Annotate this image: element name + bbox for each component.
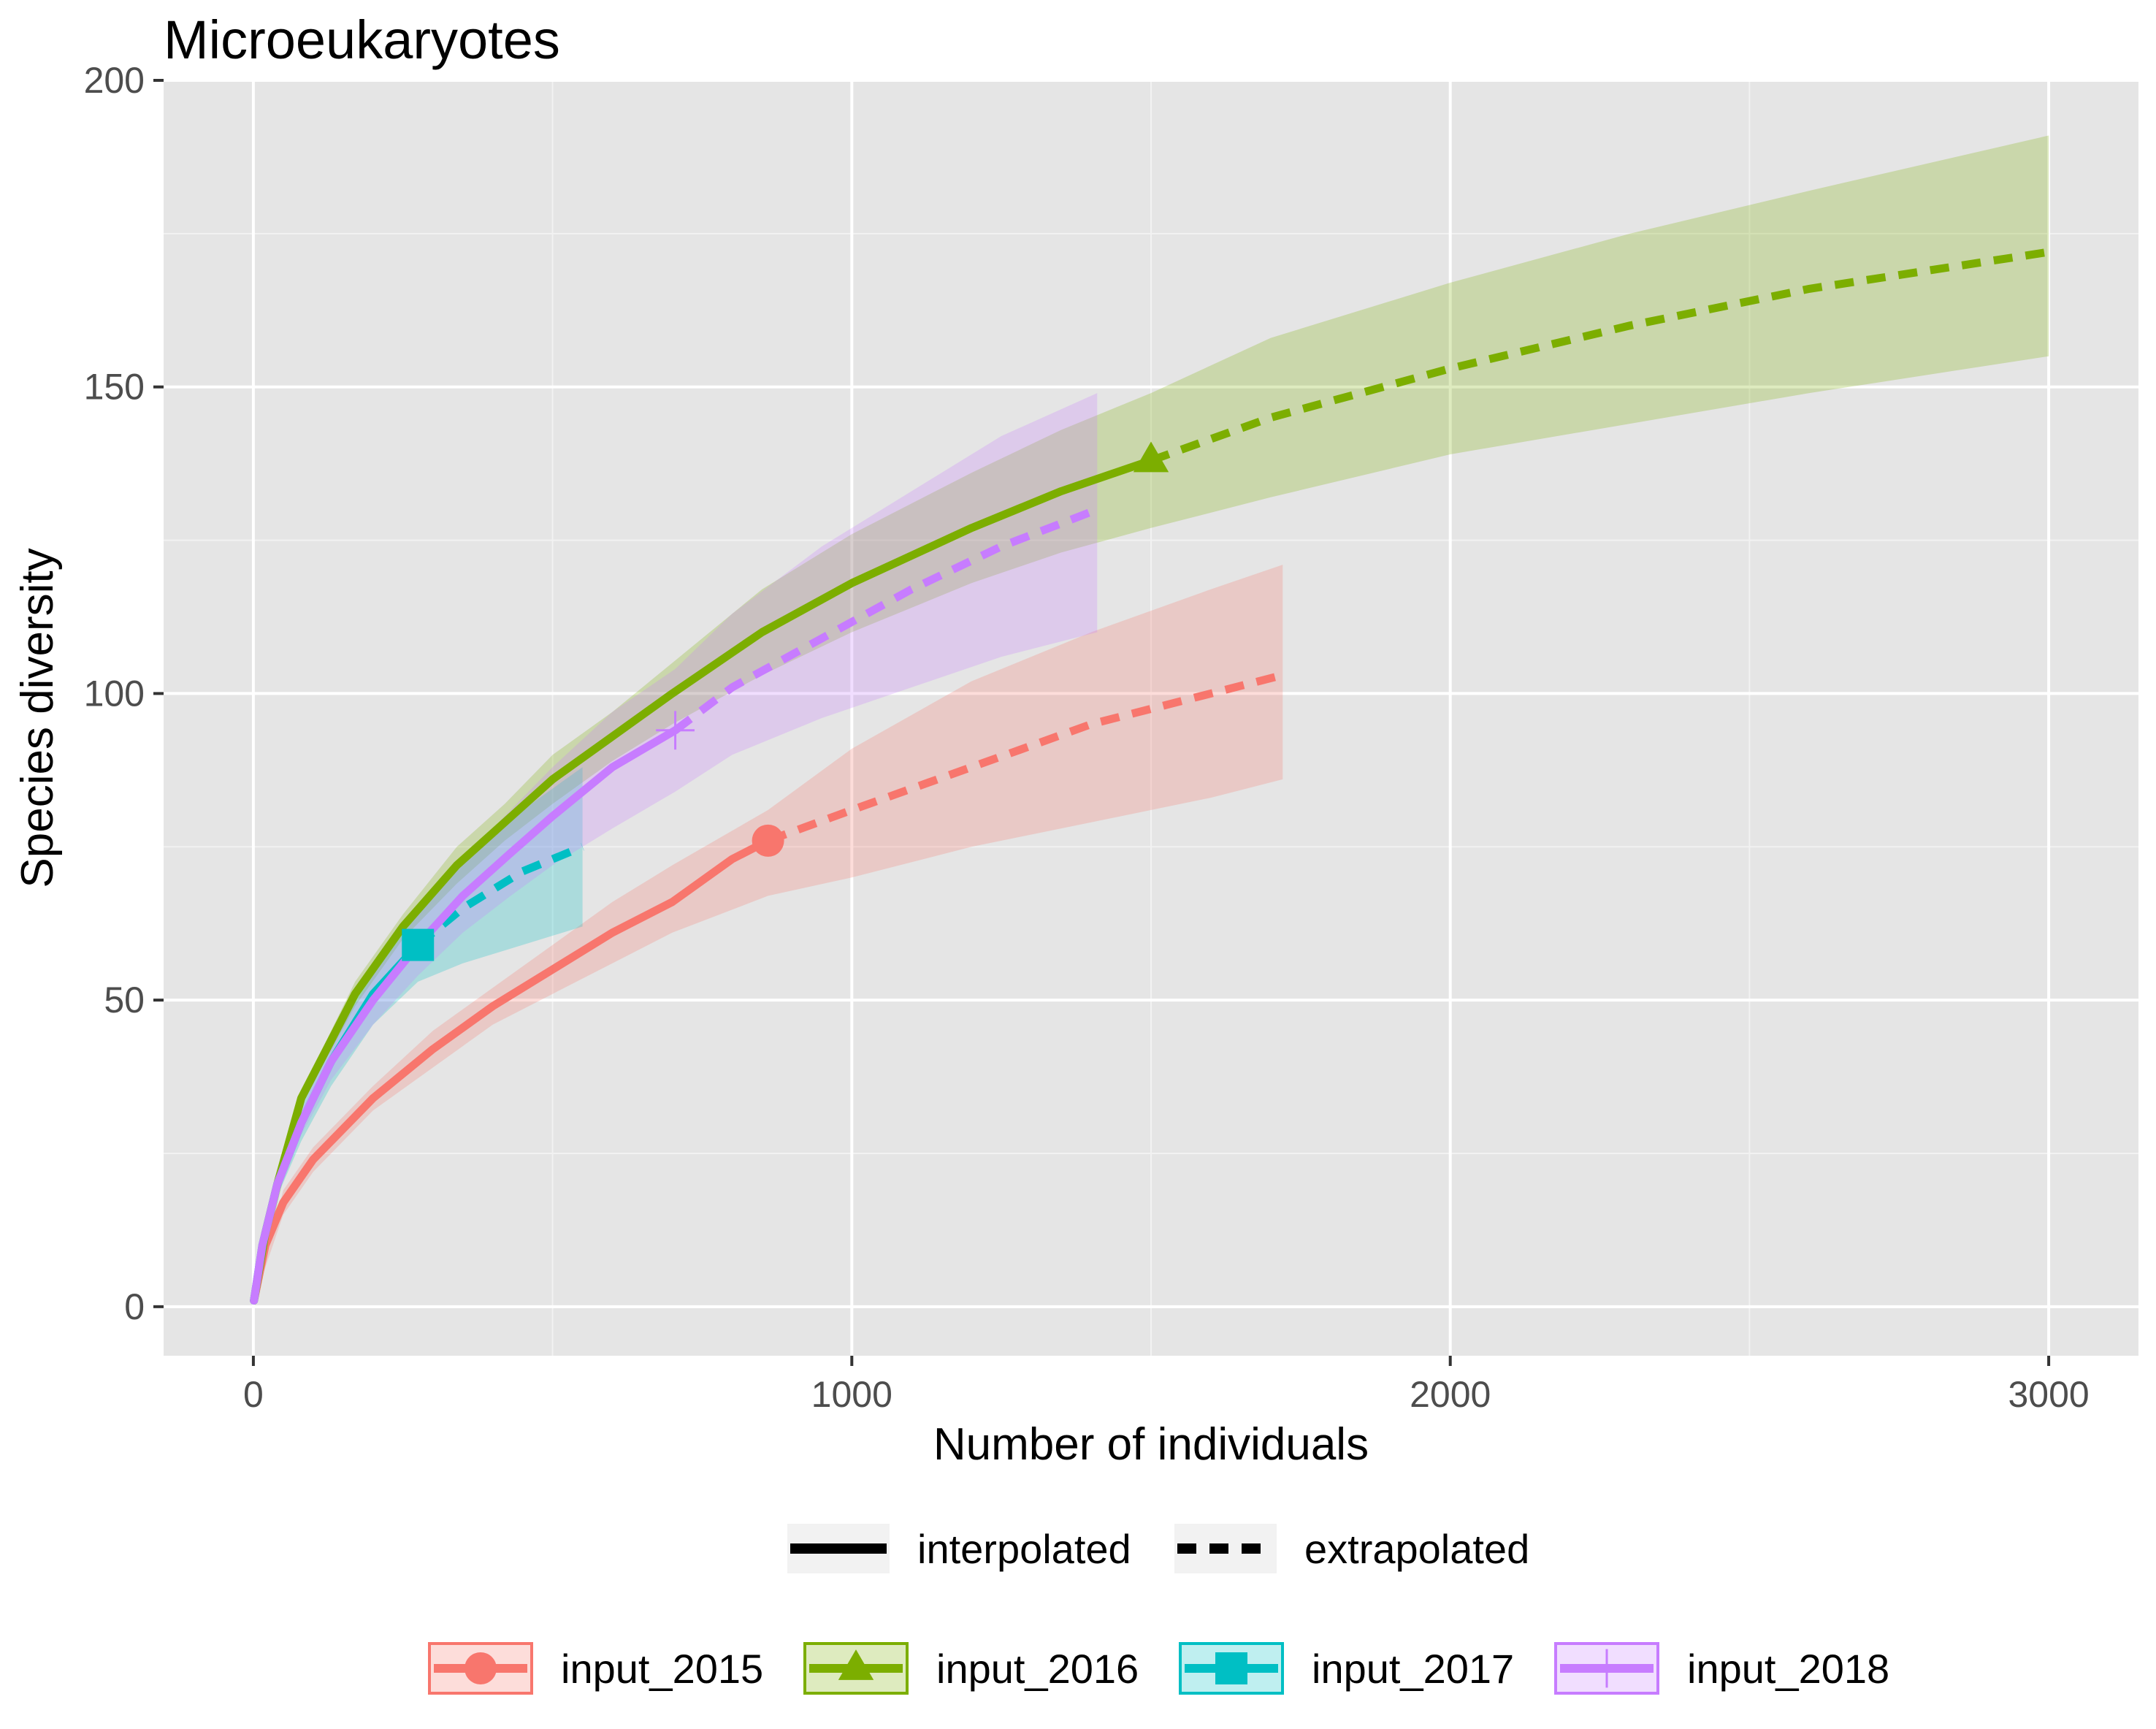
y-tick-label: 100 xyxy=(84,673,145,714)
y-tick-label: 0 xyxy=(124,1286,145,1327)
y-axis-label: Species diversity xyxy=(12,548,63,888)
observed-point-input_2018 xyxy=(656,711,695,750)
grid-minor xyxy=(164,80,2138,1356)
y-tick-label: 150 xyxy=(84,367,145,408)
legend-label-extrapolated: extrapolated xyxy=(1304,1526,1529,1572)
line-interpolated-input_2015 xyxy=(250,836,773,1305)
axes: 0 1000 2000 3000 0 50 100 150 200 xyxy=(84,60,2090,1415)
x-tick-label: 3000 xyxy=(2008,1374,2089,1415)
x-tick-label: 2000 xyxy=(1410,1374,1491,1415)
x-tick-label: 0 xyxy=(243,1374,264,1415)
legend-marker-input_2018 xyxy=(1587,1649,1626,1688)
ci-band-input_2016 xyxy=(253,135,2049,1301)
legend-item-input_2017: input_2017 xyxy=(1179,1642,1514,1695)
line-extrapolated-input_2015 xyxy=(766,671,1284,845)
series-lines xyxy=(250,248,2049,1305)
grid-major xyxy=(164,79,2138,1356)
observed-point-input_2015 xyxy=(752,824,784,857)
observed-markers xyxy=(402,441,1169,961)
legend-label-interpolated: interpolated xyxy=(917,1526,1131,1572)
legend-label-input_2018: input_2018 xyxy=(1687,1646,1889,1692)
observed-point-input_2017 xyxy=(402,928,435,961)
series-legend: input_2015 input_2016 input_2017 input_2018 xyxy=(428,1642,1889,1695)
linetype-legend: interpolated extrapolated xyxy=(787,1524,1529,1573)
legend-label-input_2017: input_2017 xyxy=(1312,1646,1514,1692)
observed-point-input_2016 xyxy=(1133,441,1169,473)
line-interpolated-input_2016 xyxy=(250,456,1155,1305)
y-tick-label: 50 xyxy=(104,980,145,1020)
legend-label-input_2015: input_2015 xyxy=(561,1646,763,1692)
line-extrapolated-input_2016 xyxy=(1150,248,2049,465)
legend-marker-input_2017 xyxy=(1215,1652,1247,1684)
legend-item-input_2016: input_2016 xyxy=(803,1642,1139,1695)
ci-band-input_2018 xyxy=(253,393,1098,1301)
legend-item-input_2018: input_2018 xyxy=(1554,1642,1889,1695)
legend-label-input_2016: input_2016 xyxy=(936,1646,1139,1692)
line-extrapolated-input_2018 xyxy=(673,505,1099,734)
line-interpolated-input_2018 xyxy=(250,726,680,1305)
y-tick-label: 200 xyxy=(84,60,145,101)
legend-marker-input_2015 xyxy=(465,1652,497,1684)
legend-marker-input_2016 xyxy=(838,1649,874,1680)
x-tick-label: 1000 xyxy=(811,1374,892,1415)
chart-title: Microeukaryotes xyxy=(164,9,560,70)
ci-band-input_2017 xyxy=(253,767,583,1301)
x-axis-label: Number of individuals xyxy=(933,1419,1369,1470)
legend-item-input_2015: input_2015 xyxy=(428,1642,763,1695)
